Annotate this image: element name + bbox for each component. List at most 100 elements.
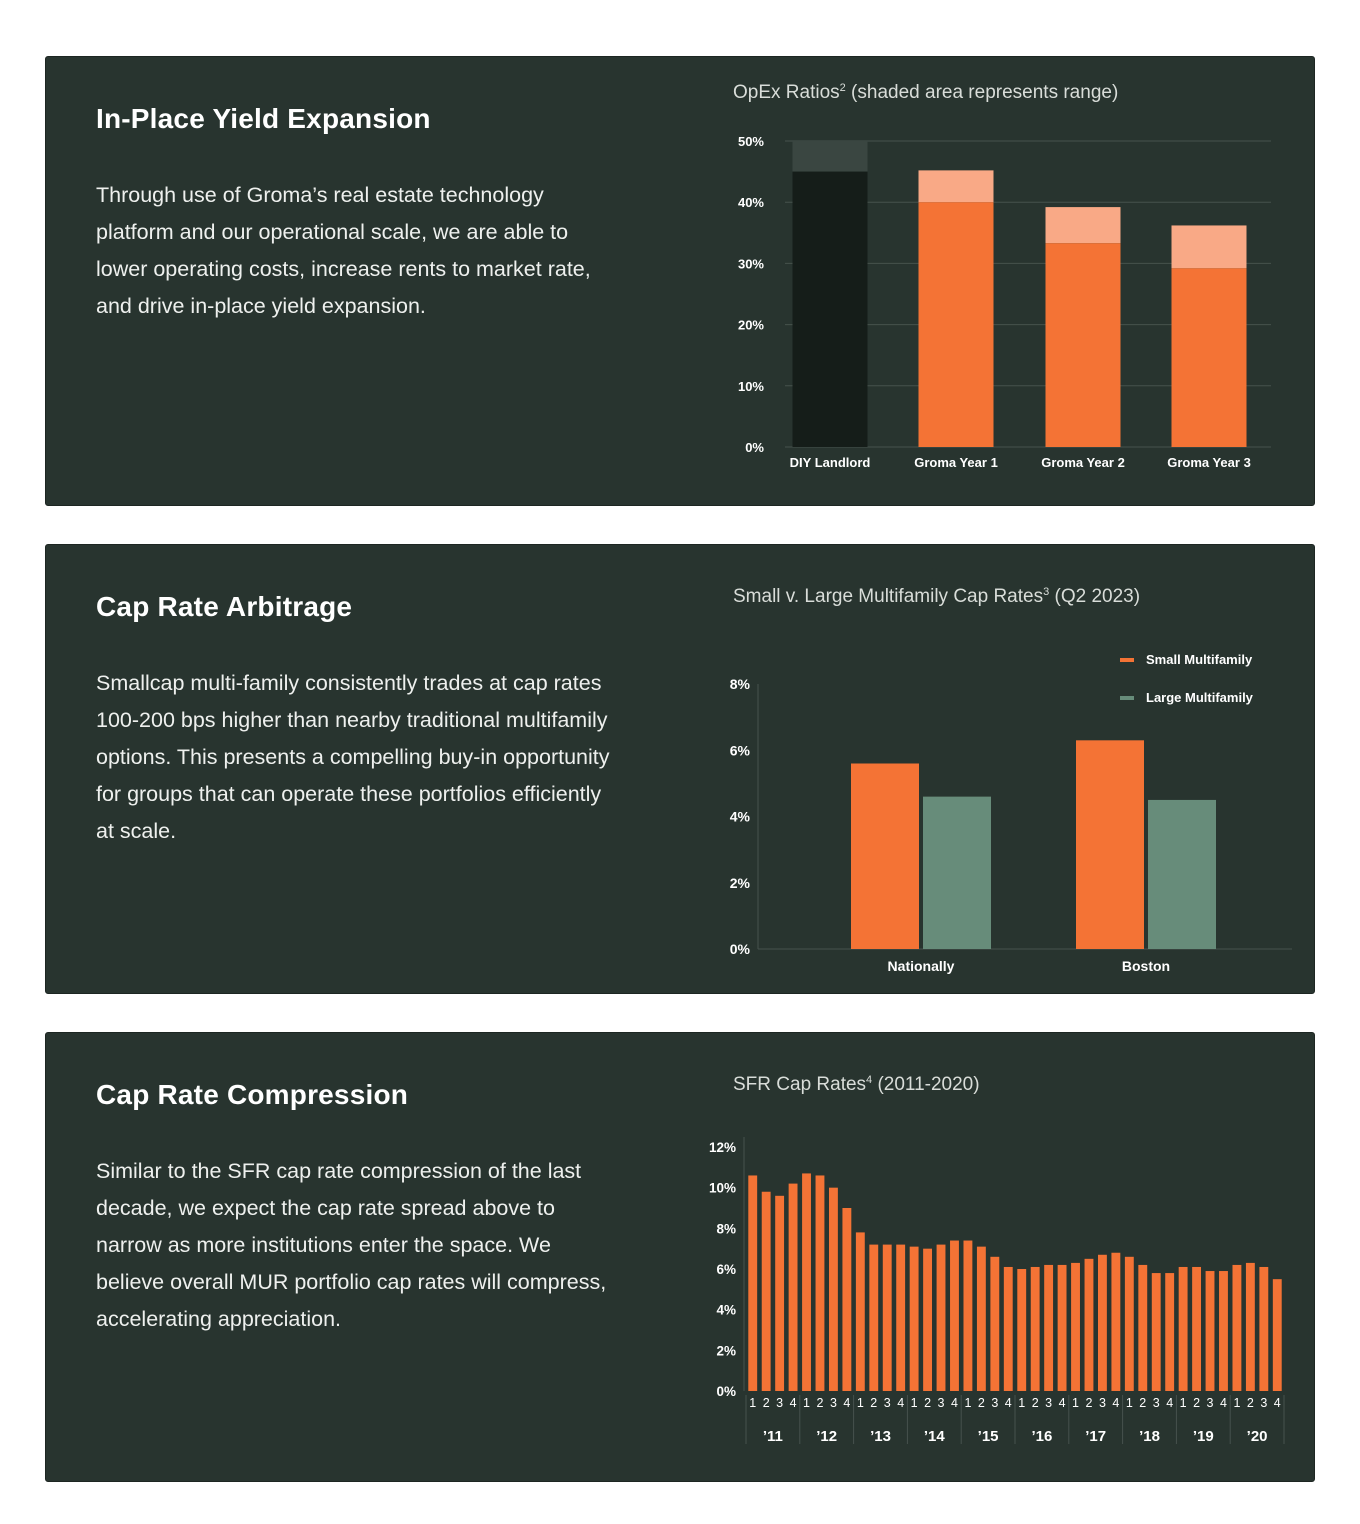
range-bar bbox=[792, 141, 868, 172]
y-tick-label: 0% bbox=[716, 1384, 736, 1399]
footnote-marker: 2 bbox=[839, 82, 846, 94]
bar bbox=[909, 1246, 919, 1391]
x-tick-label: DIY Landlord bbox=[790, 455, 871, 470]
bar bbox=[869, 1244, 879, 1391]
quarter-label: 1 bbox=[1180, 1396, 1187, 1410]
bar bbox=[1003, 1266, 1013, 1391]
quarter-label: 1 bbox=[749, 1396, 756, 1410]
quarter-label: 2 bbox=[1193, 1396, 1200, 1410]
quarter-label: 3 bbox=[1260, 1396, 1267, 1410]
quarter-label: 3 bbox=[1153, 1396, 1160, 1410]
y-tick-label: 6% bbox=[716, 1262, 736, 1277]
bar bbox=[1259, 1266, 1269, 1391]
section-title: Cap Rate Compression bbox=[96, 1079, 409, 1110]
bar bbox=[1045, 243, 1121, 447]
quarter-label: 2 bbox=[763, 1396, 770, 1410]
bar bbox=[990, 1256, 1000, 1391]
quarter-label: 1 bbox=[803, 1396, 810, 1410]
bar bbox=[950, 1240, 959, 1391]
x-tick-label: Groma Year 2 bbox=[1041, 455, 1125, 470]
bar bbox=[792, 171, 868, 447]
chart-title-main: OpEx Ratios bbox=[733, 82, 840, 103]
quarter-label: 2 bbox=[1139, 1396, 1146, 1410]
bar bbox=[896, 1244, 906, 1391]
quarter-label: 1 bbox=[1018, 1396, 1025, 1410]
bar bbox=[1171, 268, 1247, 447]
y-tick-label: 50% bbox=[738, 134, 764, 149]
year-label: ’11 bbox=[763, 1428, 783, 1445]
quarter-label: 4 bbox=[1166, 1396, 1173, 1410]
chart-title: OpEx Ratios2 (shaded area represents ran… bbox=[733, 82, 1118, 104]
y-tick-label: 30% bbox=[738, 256, 764, 271]
bar bbox=[923, 796, 991, 949]
section-body: Through use of Groma’s real estate techn… bbox=[96, 183, 591, 318]
quarter-label: 2 bbox=[978, 1396, 985, 1410]
y-tick-label: 0% bbox=[745, 440, 764, 455]
bar bbox=[761, 1191, 771, 1391]
year-label: ’12 bbox=[816, 1428, 837, 1445]
bar bbox=[788, 1183, 798, 1391]
bar bbox=[882, 1244, 892, 1391]
footnote-marker: 3 bbox=[1043, 586, 1050, 598]
bar bbox=[1219, 1271, 1228, 1391]
bar bbox=[1232, 1264, 1242, 1391]
opex-ratio-chart: 0% 10% 20% 30% 40% 50% DIY Landlord Groma Year … bbox=[738, 134, 1271, 470]
bar bbox=[1111, 1252, 1121, 1391]
legend-swatch bbox=[1120, 696, 1134, 700]
bar bbox=[1148, 799, 1216, 949]
bar bbox=[936, 1244, 946, 1391]
quarter-label: 4 bbox=[843, 1396, 850, 1410]
quarter-label: 3 bbox=[938, 1396, 945, 1410]
bar bbox=[1071, 1262, 1080, 1391]
quarter-label: 2 bbox=[1032, 1396, 1039, 1410]
bar bbox=[1076, 740, 1144, 949]
range-bar bbox=[1171, 225, 1247, 269]
quarter-label: 3 bbox=[776, 1396, 783, 1410]
quarter-label: 2 bbox=[870, 1396, 877, 1410]
year-label: ’20 bbox=[1247, 1428, 1268, 1445]
bar bbox=[1057, 1264, 1067, 1391]
x-tick-label: Groma Year 3 bbox=[1167, 455, 1251, 470]
quarter-label: 3 bbox=[1207, 1396, 1214, 1410]
section-title: Cap Rate Arbitrage bbox=[96, 591, 353, 622]
bar bbox=[855, 1232, 865, 1391]
x-tick-label: Groma Year 1 bbox=[914, 455, 998, 470]
bar bbox=[1017, 1269, 1027, 1391]
y-tick-label: 0% bbox=[730, 941, 751, 957]
range-bar bbox=[918, 170, 994, 203]
section-card-cap-rate-arbitrage: Cap Rate Arbitrage Smallcap multi-family… bbox=[45, 544, 1315, 994]
legend-label: Large Multifamily bbox=[1146, 690, 1254, 705]
y-tick-label: 20% bbox=[738, 318, 764, 333]
year-label: ’15 bbox=[978, 1428, 999, 1445]
bar bbox=[842, 1208, 852, 1391]
quarter-label: 4 bbox=[1220, 1396, 1227, 1410]
quarter-label: 3 bbox=[991, 1396, 998, 1410]
bar bbox=[1138, 1264, 1148, 1391]
quarter-label: 3 bbox=[830, 1396, 837, 1410]
bar bbox=[1044, 1264, 1054, 1391]
chart-title-main: Small v. Large Multifamily Cap Rates bbox=[733, 586, 1044, 607]
quarter-label: 2 bbox=[1247, 1396, 1254, 1410]
bar bbox=[851, 763, 919, 949]
cap-rate-chart: 0% 2% 4% 6% 8% Nationally Boston Small Multifam… bbox=[730, 652, 1292, 974]
year-label: ’17 bbox=[1085, 1428, 1106, 1445]
range-bar bbox=[1045, 207, 1121, 244]
year-label: ’19 bbox=[1193, 1428, 1214, 1445]
quarter-label: 2 bbox=[1085, 1396, 1092, 1410]
bar bbox=[963, 1240, 973, 1391]
y-tick-label: 10% bbox=[738, 379, 764, 394]
bar bbox=[1097, 1254, 1107, 1391]
bar bbox=[1178, 1266, 1188, 1391]
quarter-label: 4 bbox=[790, 1396, 797, 1410]
quarter-label: 1 bbox=[1233, 1396, 1240, 1410]
chart-title: SFR Cap Rates4 (2011-2020) bbox=[733, 1074, 980, 1096]
quarter-label: 3 bbox=[1045, 1396, 1052, 1410]
chart-title-main: SFR Cap Rates bbox=[733, 1074, 867, 1095]
chart-title-note: (Q2 2023) bbox=[1049, 586, 1141, 607]
quarter-label: 4 bbox=[1274, 1396, 1281, 1410]
y-tick-label: 4% bbox=[730, 809, 751, 825]
bar bbox=[923, 1248, 933, 1391]
year-label: ’13 bbox=[870, 1428, 891, 1445]
year-label: ’18 bbox=[1139, 1428, 1160, 1445]
legend-swatch bbox=[1120, 658, 1134, 662]
